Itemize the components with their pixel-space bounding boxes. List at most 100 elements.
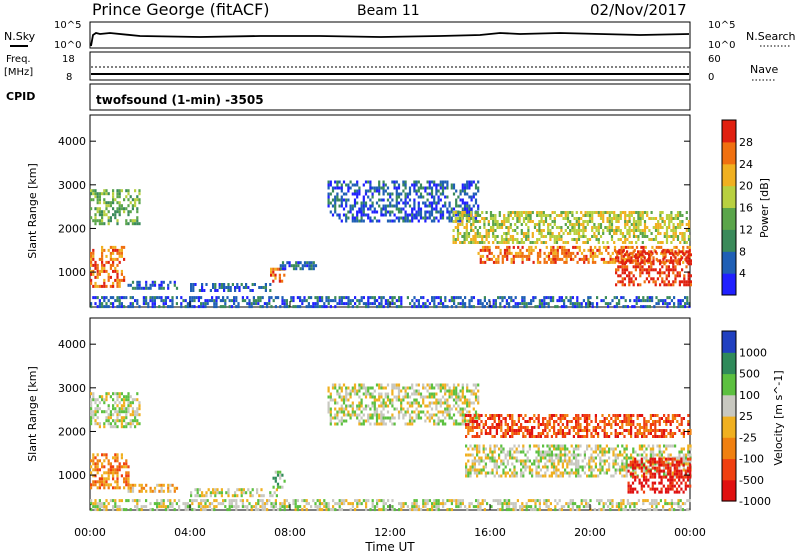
- power-cell: [375, 189, 379, 193]
- power-cell: [164, 302, 167, 306]
- power-cell: [109, 216, 112, 220]
- velocity-cell: [686, 484, 690, 488]
- velocity-cell: [634, 468, 637, 472]
- velocity-cell: [517, 432, 520, 435]
- power-cell: [426, 192, 429, 196]
- power-cell: [400, 299, 403, 303]
- power-cell: [386, 198, 390, 202]
- velocity-cell: [566, 414, 569, 417]
- velocity-cell: [411, 419, 414, 423]
- power-cell: [94, 296, 97, 300]
- power-cell: [571, 211, 574, 214]
- velocity-cell: [116, 483, 119, 487]
- velocity-cell: [605, 423, 608, 426]
- power-cell: [101, 305, 104, 309]
- velocity-cell: [640, 469, 643, 473]
- velocity-cell: [260, 494, 263, 498]
- power-cell: [486, 254, 489, 258]
- power-cell: [406, 192, 409, 196]
- power-cell: [461, 207, 464, 211]
- power-cell: [180, 302, 183, 306]
- power-cell: [522, 211, 526, 214]
- power-cell: [624, 299, 627, 303]
- power-cell: [327, 195, 330, 199]
- power-cell: [631, 305, 634, 309]
- power-cell: [560, 214, 563, 217]
- velocity-cell: [362, 422, 365, 426]
- velocity-cell: [94, 410, 97, 414]
- velocity-cell: [653, 490, 657, 494]
- velocity-cell: [136, 422, 139, 426]
- power-cell: [685, 280, 688, 284]
- power-cell: [142, 299, 145, 303]
- power-cell: [338, 299, 341, 303]
- velocity-cell: [101, 505, 104, 509]
- power-cell: [101, 213, 104, 217]
- power-cell: [419, 216, 423, 220]
- velocity-cell: [623, 456, 626, 460]
- velocity-cell: [489, 429, 492, 432]
- power-cell: [470, 305, 473, 309]
- velocity-cell: [682, 478, 685, 482]
- velocity-cell: [579, 426, 582, 429]
- velocity-cell: [489, 456, 492, 460]
- velocity-cell: [384, 392, 387, 396]
- velocity-cell: [160, 486, 163, 490]
- power-cell: [373, 186, 376, 190]
- power-cell: [112, 195, 115, 199]
- velocity-cell: [643, 435, 646, 438]
- power-cell: [112, 257, 115, 261]
- power-cell: [312, 305, 315, 309]
- velocity-cell: [660, 417, 663, 420]
- power-cell: [561, 251, 564, 255]
- power-cell: [472, 238, 475, 241]
- power-cell: [639, 265, 642, 269]
- power-cell: [520, 229, 523, 232]
- power-cell: [635, 241, 638, 244]
- power-cell: [153, 296, 156, 300]
- power-cell: [518, 241, 521, 244]
- power-cell: [204, 305, 207, 309]
- power-cell: [628, 220, 631, 223]
- station-title: Prince George (fitACF): [92, 0, 270, 19]
- power-cell: [116, 281, 119, 285]
- velocity-cell: [638, 459, 641, 463]
- velocity-cell: [367, 416, 370, 420]
- velocity-cell: [428, 401, 431, 405]
- power-cell: [338, 180, 341, 184]
- power-cell: [577, 220, 581, 223]
- power-cell: [263, 302, 266, 306]
- velocity-cell: [632, 447, 635, 451]
- power-cell: [580, 257, 584, 261]
- velocity-cell: [463, 401, 467, 405]
- velocity-cell: [98, 477, 101, 481]
- velocity-cell: [140, 489, 143, 493]
- velocity-cell: [654, 462, 657, 466]
- power-cell: [428, 302, 431, 306]
- power-cell: [397, 216, 401, 220]
- power-cell: [575, 229, 578, 232]
- power-cell: [640, 299, 643, 303]
- velocity-cell: [616, 417, 619, 420]
- velocity-cell: [643, 423, 646, 426]
- power-cell: [608, 226, 611, 229]
- power-cell: [198, 289, 201, 292]
- velocity-cell: [476, 432, 479, 435]
- power-cell: [145, 302, 148, 306]
- velocity-cell: [347, 392, 350, 396]
- power-cell: [466, 186, 469, 190]
- power-cell: [131, 302, 134, 306]
- velocity-cell: [583, 414, 586, 417]
- power-cell: [540, 211, 543, 214]
- velocity-cell: [660, 481, 663, 485]
- power-cell: [551, 232, 554, 235]
- power-cell: [329, 305, 332, 309]
- velocity-cell: [676, 420, 679, 423]
- velocity-cell: [94, 468, 97, 472]
- velocity-cell: [568, 429, 571, 432]
- velocity-cell: [517, 417, 520, 420]
- velocity-cell: [631, 475, 635, 479]
- velocity-cell: [649, 423, 652, 426]
- power-cell: [101, 296, 104, 300]
- power-cell: [340, 183, 343, 187]
